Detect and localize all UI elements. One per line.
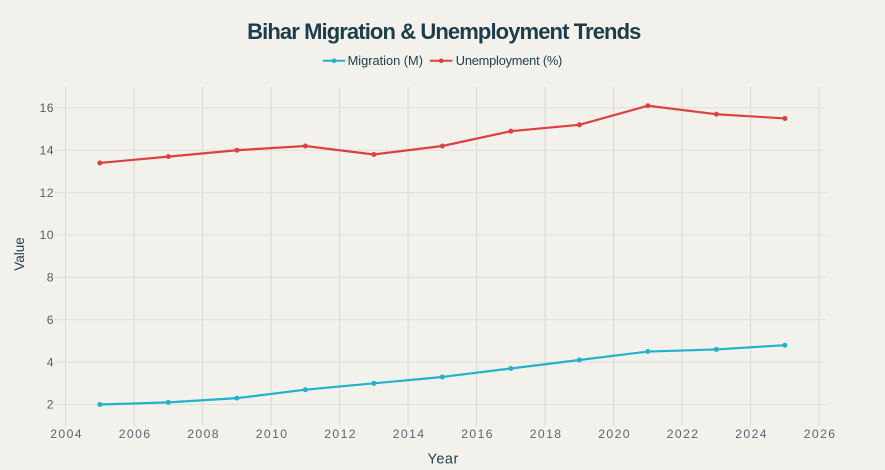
svg-text:Value: Value — [12, 237, 27, 271]
svg-text:Migration (M): Migration (M) — [348, 53, 423, 68]
svg-text:Unemployment (%): Unemployment (%) — [456, 53, 562, 68]
svg-text:2010: 2010 — [256, 427, 289, 441]
svg-text:16: 16 — [39, 101, 54, 115]
svg-text:4: 4 — [47, 355, 54, 369]
svg-text:Year: Year — [428, 452, 459, 468]
svg-text:2: 2 — [47, 398, 54, 412]
svg-text:2024: 2024 — [735, 427, 768, 441]
svg-text:2022: 2022 — [667, 427, 700, 441]
svg-text:2012: 2012 — [324, 427, 357, 441]
svg-text:2020: 2020 — [598, 427, 631, 441]
svg-text:2014: 2014 — [393, 427, 426, 441]
svg-text:2008: 2008 — [187, 427, 220, 441]
svg-text:8: 8 — [47, 271, 54, 285]
svg-text:2018: 2018 — [530, 427, 563, 441]
svg-text:2026: 2026 — [804, 427, 837, 441]
svg-text:2006: 2006 — [119, 427, 152, 441]
svg-text:2016: 2016 — [461, 427, 494, 441]
svg-text:14: 14 — [39, 143, 54, 157]
svg-text:10: 10 — [39, 228, 54, 242]
svg-text:12: 12 — [39, 186, 54, 200]
svg-text:6: 6 — [47, 313, 54, 327]
svg-text:2004: 2004 — [50, 427, 83, 441]
svg-text:Bihar Migration & Unemployment: Bihar Migration & Unemployment Trends — [247, 19, 641, 44]
